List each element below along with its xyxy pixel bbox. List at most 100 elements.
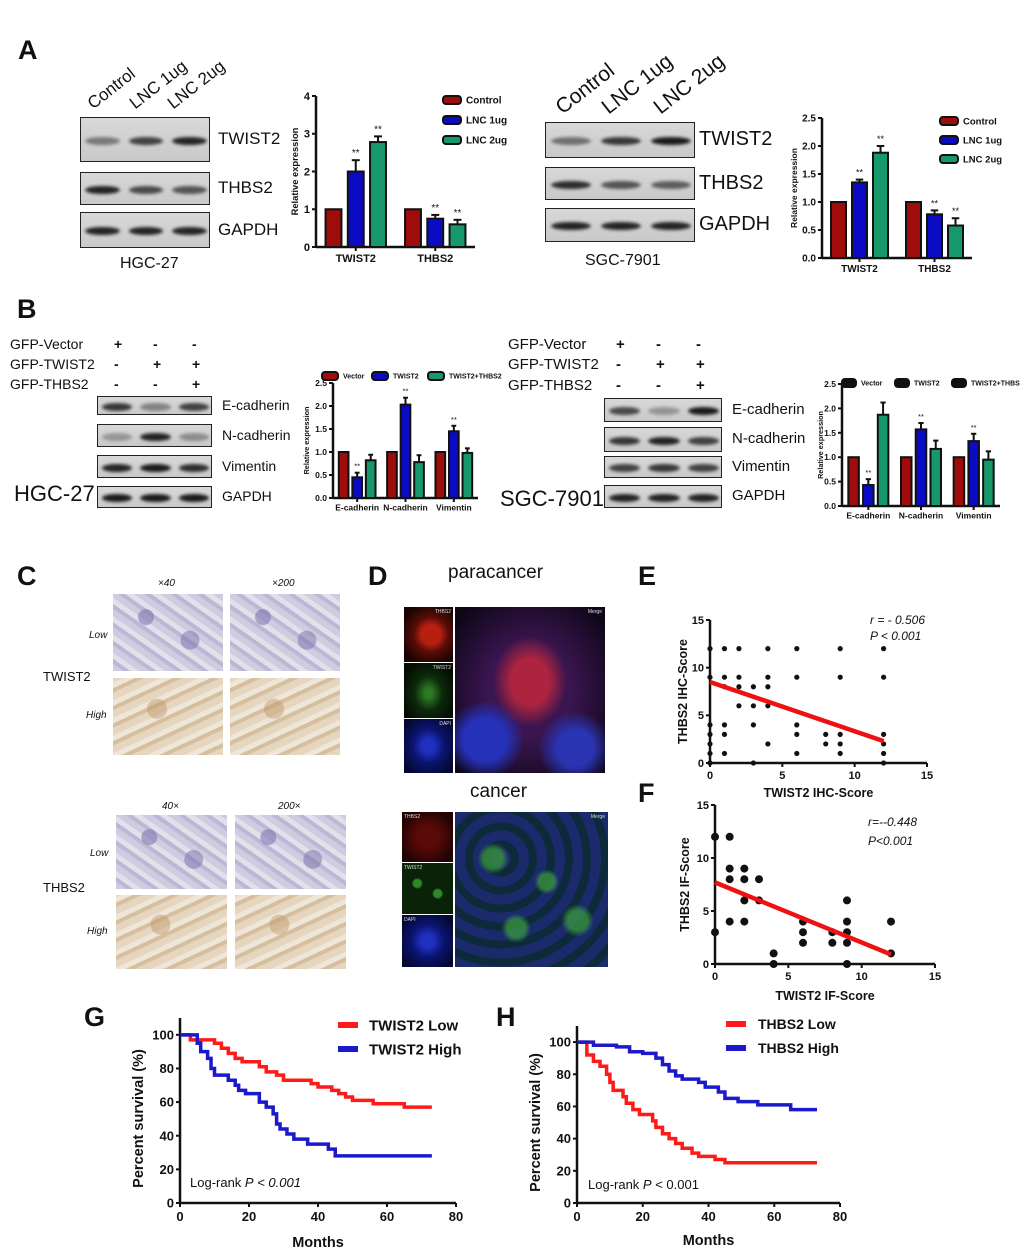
data-point xyxy=(711,832,719,841)
row-label-high: High xyxy=(87,926,108,937)
survival-curve xyxy=(180,1033,432,1158)
condition-sign: - xyxy=(114,356,119,372)
legend-swatch xyxy=(371,371,389,381)
cell-line-label: HGC-27 xyxy=(120,255,179,272)
legend-label: TWIST2 High xyxy=(369,1041,462,1058)
condition-sign: - xyxy=(616,356,621,373)
annotation-part: < 0.001 xyxy=(652,1177,699,1192)
channel-label: DAPI xyxy=(439,721,451,727)
y-tick-label: 1.5 xyxy=(802,170,816,181)
protein-band xyxy=(128,185,164,194)
data-point xyxy=(707,722,713,728)
legend-swatch xyxy=(951,378,967,388)
data-point xyxy=(707,731,713,738)
data-point xyxy=(721,674,728,680)
data-point xyxy=(837,731,843,738)
bar xyxy=(369,141,387,248)
y-tick-label: 80 xyxy=(557,1067,571,1082)
data-point xyxy=(794,722,800,728)
if-merge-image: Merge xyxy=(455,607,605,773)
ihc-image-twist2-low-40x xyxy=(113,594,223,671)
legend-label: LNC 2ug xyxy=(963,154,1002,165)
x-tick-label: 80 xyxy=(449,1209,463,1224)
correlation-annotation: P < 0.001 xyxy=(870,629,921,643)
data-point xyxy=(736,674,742,680)
bar xyxy=(351,476,364,499)
data-point xyxy=(740,875,749,884)
y-tick-label: 0.0 xyxy=(802,254,816,265)
bar xyxy=(926,213,943,260)
condition-sign: - xyxy=(153,336,158,352)
protein-band xyxy=(178,402,210,411)
data-point xyxy=(794,731,800,738)
significance-marker: ** xyxy=(454,208,462,219)
bar-chart: 0.0 0.5 1.0 1.5 2.0 2.5 TWIST2 ** ** THBS2 ** ** Rel… xyxy=(789,114,1002,276)
bar xyxy=(448,223,467,249)
annotation-part: Log-rank xyxy=(190,1175,245,1190)
bar xyxy=(399,403,412,499)
x-tick-label: 5 xyxy=(779,770,785,782)
protein-band xyxy=(687,436,720,445)
significance-marker: ** xyxy=(865,468,871,477)
x-tick-label: 40 xyxy=(311,1209,325,1224)
x-tick-label: 15 xyxy=(929,971,941,983)
protein-band xyxy=(85,227,120,235)
blot-protein-label: TWIST2 xyxy=(218,129,281,149)
panel-label-e: E xyxy=(638,561,657,591)
row-label-low: Low xyxy=(90,848,109,859)
protein-band xyxy=(601,180,641,189)
bar xyxy=(914,428,928,507)
channel-label: DAPI xyxy=(404,917,416,923)
data-point xyxy=(721,646,728,652)
data-point xyxy=(707,741,713,747)
y-axis-label: Relative expression xyxy=(789,148,799,228)
legend-swatch xyxy=(939,154,959,164)
bar xyxy=(364,459,377,499)
y-tick-label: 4 xyxy=(304,91,311,103)
data-point xyxy=(881,731,887,738)
merge-label: Merge xyxy=(590,814,605,820)
x-tick-label: N-cadherin xyxy=(899,511,943,521)
if-dapi-channel: DAPI xyxy=(402,915,453,967)
y-axis-label: Percent survival (%) xyxy=(528,1053,544,1192)
data-point xyxy=(837,646,843,652)
panel-label-h: H xyxy=(496,1002,516,1032)
x-tick-label: 15 xyxy=(921,770,933,782)
y-axis-label: Relative expression xyxy=(302,407,311,475)
condition-sign: + xyxy=(696,356,705,373)
protein-band xyxy=(140,463,171,472)
panel-label-a: A xyxy=(18,35,38,65)
data-point xyxy=(794,674,800,680)
data-point xyxy=(765,741,771,747)
condition-label: GFP-TWIST2 xyxy=(508,356,599,373)
data-point xyxy=(725,875,734,884)
data-point xyxy=(765,703,771,709)
data-point xyxy=(769,960,778,968)
ihc-image-twist2-high-40x xyxy=(113,678,223,755)
legend-label: LNC 1ug xyxy=(466,116,507,127)
legend-swatch xyxy=(442,95,462,105)
significance-marker: ** xyxy=(952,206,960,216)
if-twist2-channel: TWIST2 xyxy=(402,863,453,914)
blot-strip xyxy=(80,212,210,248)
y-tick-label: 100 xyxy=(549,1035,571,1050)
data-point xyxy=(707,760,713,766)
y-tick-label: 40 xyxy=(557,1131,571,1146)
y-tick-label: 1.5 xyxy=(824,428,836,438)
condition-sign: - xyxy=(114,376,119,392)
legend-swatch xyxy=(427,371,445,381)
protein-band xyxy=(172,185,207,194)
x-tick-label: 60 xyxy=(380,1209,394,1224)
y-tick-label: 3 xyxy=(304,129,310,141)
bar xyxy=(947,224,964,260)
significance-marker: ** xyxy=(918,412,924,421)
protein-band xyxy=(651,180,691,189)
y-tick-label: 1.5 xyxy=(315,424,327,434)
blot-protein-label: THBS2 xyxy=(699,171,764,194)
bar xyxy=(929,447,943,507)
protein-band xyxy=(128,136,164,145)
annotation-part: Log-rank xyxy=(588,1177,643,1192)
protein-band xyxy=(648,407,680,415)
if-thbs2-channel: THBS2 xyxy=(402,812,453,862)
blot-strip xyxy=(97,424,212,447)
